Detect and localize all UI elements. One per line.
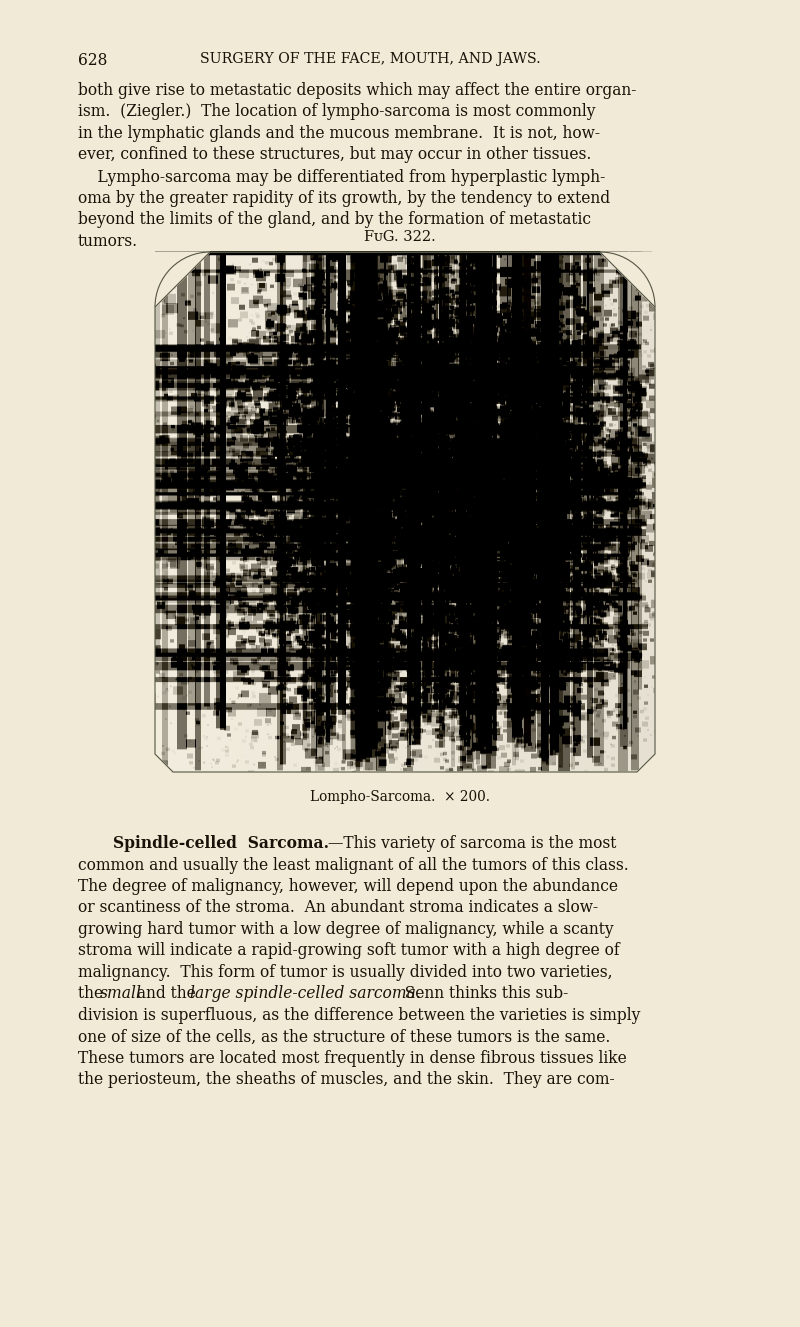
Text: common and usually the least malignant of all the tumors of this class.: common and usually the least malignant o… xyxy=(78,856,629,873)
Text: malignancy.  This form of tumor is usually divided into two varieties,: malignancy. This form of tumor is usuall… xyxy=(78,963,613,981)
Text: 628: 628 xyxy=(78,52,107,69)
Polygon shape xyxy=(637,754,655,772)
Text: the: the xyxy=(78,986,108,1002)
Text: and the: and the xyxy=(132,986,201,1002)
Text: stroma will indicate a rapid-growing soft tumor with a high degree of: stroma will indicate a rapid-growing sof… xyxy=(78,942,620,959)
Text: or scantiness of the stroma.  An abundant stroma indicates a slow-: or scantiness of the stroma. An abundant… xyxy=(78,900,598,917)
Text: division is superfluous, as the difference between the varieties is simply: division is superfluous, as the differen… xyxy=(78,1007,640,1024)
Text: Spindle-celled  Sarcoma.: Spindle-celled Sarcoma. xyxy=(113,835,329,852)
Polygon shape xyxy=(155,252,210,307)
Text: tumors.: tumors. xyxy=(78,234,138,249)
Text: ever, confined to these structures, but may occur in other tissues.: ever, confined to these structures, but … xyxy=(78,146,591,163)
Text: SURGERY OF THE FACE, MOUTH, AND JAWS.: SURGERY OF THE FACE, MOUTH, AND JAWS. xyxy=(200,52,541,66)
Text: Lympho-sarcoma may be differentiated from hyperplastic lymph-: Lympho-sarcoma may be differentiated fro… xyxy=(78,169,606,186)
Text: —This variety of sarcoma is the most: —This variety of sarcoma is the most xyxy=(328,835,616,852)
Text: in the lymphatic glands and the mucous membrane.  It is not, how-: in the lymphatic glands and the mucous m… xyxy=(78,125,600,142)
Text: the periosteum, the sheaths of muscles, and the skin.  They are com-: the periosteum, the sheaths of muscles, … xyxy=(78,1071,614,1088)
Text: oma by the greater rapidity of its growth, by the tendency to extend: oma by the greater rapidity of its growt… xyxy=(78,190,610,207)
Text: beyond the limits of the gland, and by the formation of metastatic: beyond the limits of the gland, and by t… xyxy=(78,211,591,228)
Text: growing hard tumor with a low degree of malignancy, while a scanty: growing hard tumor with a low degree of … xyxy=(78,921,614,938)
Text: Senn thinks this sub-: Senn thinks this sub- xyxy=(395,986,568,1002)
Text: small: small xyxy=(100,986,142,1002)
Text: Lᴏmpho-Sarcᴏma.  × 200.: Lᴏmpho-Sarcᴏma. × 200. xyxy=(310,790,490,804)
Text: ism.  (Ziegler.)  The location of lympho-sarcoma is most commonly: ism. (Ziegler.) The location of lympho-s… xyxy=(78,104,595,121)
Polygon shape xyxy=(155,754,173,772)
Text: The degree of malignancy, however, will depend upon the abundance: The degree of malignancy, however, will … xyxy=(78,878,618,894)
Polygon shape xyxy=(600,252,655,307)
Text: FᴜG. 322.: FᴜG. 322. xyxy=(364,230,436,244)
Text: These tumors are located most frequently in dense fibrous tissues like: These tumors are located most frequently… xyxy=(78,1050,626,1067)
Text: both give rise to metastatic deposits which may affect the entire organ-: both give rise to metastatic deposits wh… xyxy=(78,82,636,100)
Text: large spindle-celled sarcoma.: large spindle-celled sarcoma. xyxy=(190,986,421,1002)
Text: one of size of the cells, as the structure of these tumors is the same.: one of size of the cells, as the structu… xyxy=(78,1028,610,1046)
